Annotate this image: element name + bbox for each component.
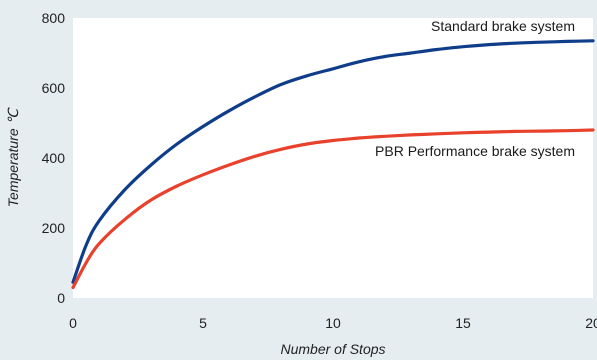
series-layer <box>71 39 595 290</box>
y-tick-label: 0 <box>57 290 65 306</box>
x-axis-title: Number of Stops <box>280 341 385 357</box>
y-tick-label: 600 <box>42 80 66 96</box>
series-line-pbr <box>71 128 595 290</box>
series-line-standard <box>71 39 595 284</box>
x-tick-label: 15 <box>455 315 471 331</box>
series-label-pbr: PBR Performance brake system <box>375 143 575 159</box>
y-tick-label: 200 <box>42 220 66 236</box>
y-tick-label: 400 <box>42 150 66 166</box>
y-tick-label: 800 <box>42 10 66 26</box>
x-tick-label: 0 <box>69 315 77 331</box>
x-tick-label: 20 <box>585 315 597 331</box>
series-label-standard: Standard brake system <box>431 18 575 34</box>
x-tick-label: 5 <box>199 315 207 331</box>
x-tick-label: 10 <box>325 315 341 331</box>
y-axis-title: Temperature ℃ <box>5 106 21 207</box>
